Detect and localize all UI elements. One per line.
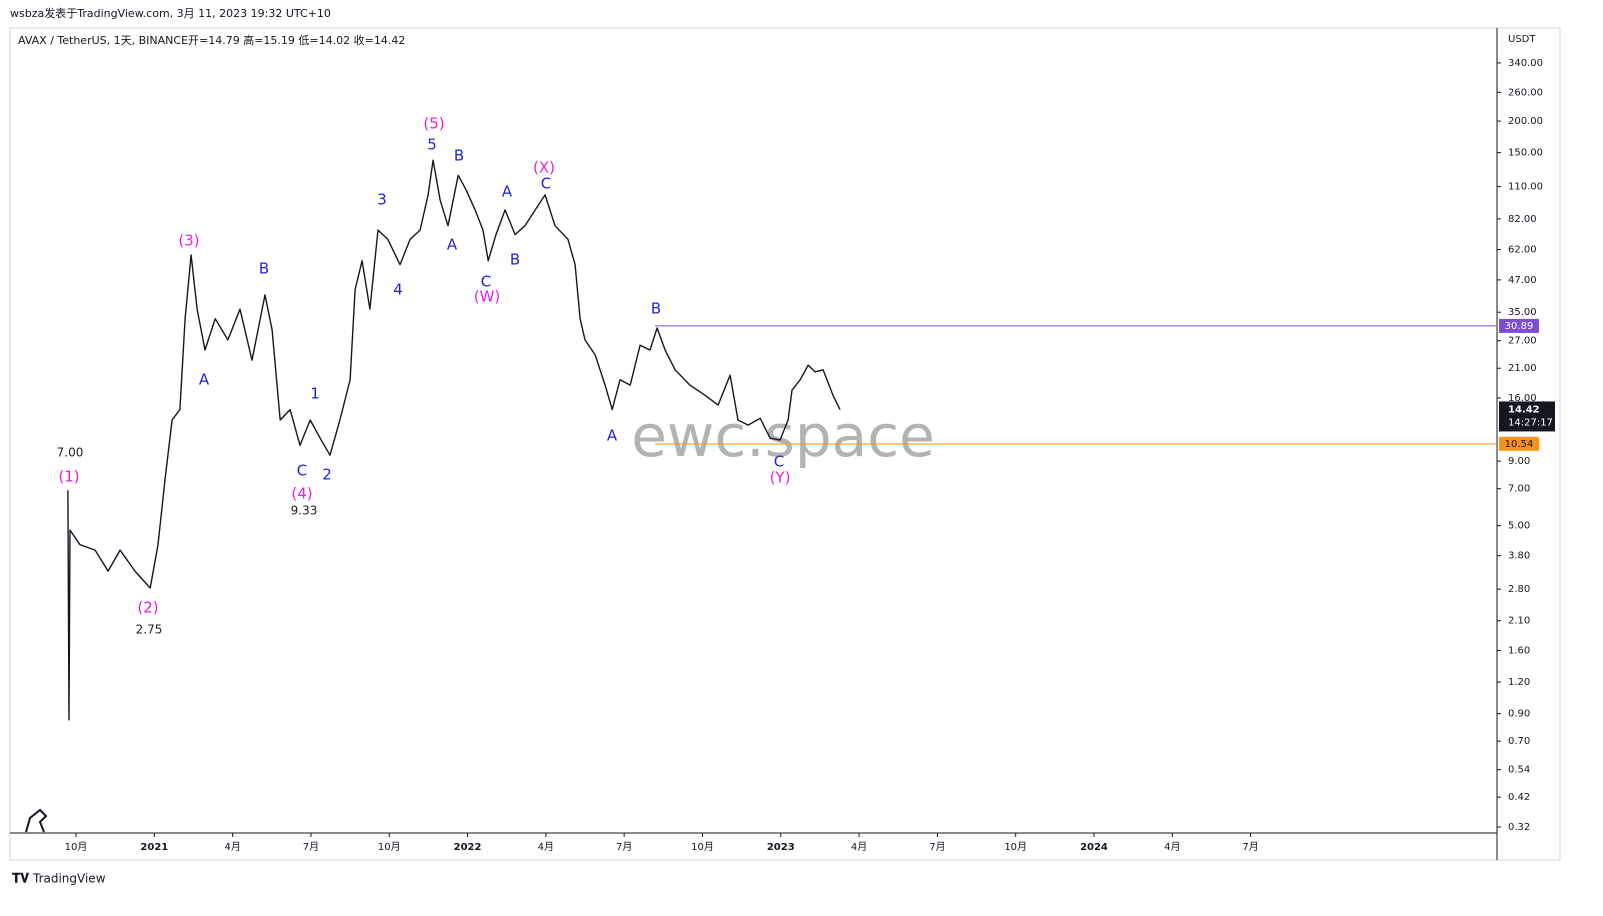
y-tick-label: 200.00 <box>1508 116 1543 127</box>
y-tick-label: 62.00 <box>1508 245 1537 256</box>
level-tag <box>1499 436 1539 451</box>
symbol: AVAX / TetherUS, 1天, BINANCE <box>18 34 188 47</box>
footer-logo: 𝐓𝐕 <box>12 872 29 887</box>
last-price-tag <box>1499 401 1555 432</box>
y-tick-label: 110.00 <box>1508 182 1543 193</box>
y-tick-label: 0.32 <box>1508 822 1530 833</box>
footer: TradingView <box>32 872 106 886</box>
wave-label: (Y) <box>770 469 791 487</box>
level-label: 30.89 <box>1505 321 1534 332</box>
x-tick-label: 4月 <box>851 841 867 853</box>
wave-label: 4 <box>393 281 403 299</box>
x-tick-label: 10月 <box>378 841 401 853</box>
price-line <box>67 159 841 721</box>
y-tick-label: 27.00 <box>1508 336 1537 347</box>
wave-label: A <box>607 427 618 445</box>
y-tick-label: 0.90 <box>1508 709 1530 720</box>
wave-label: C <box>541 175 551 193</box>
y-tick-label: 16.00 <box>1508 393 1537 404</box>
wave-label: B <box>259 260 269 278</box>
header: wsbza发表于TradingView.com, 3月 11, 2023 19:… <box>10 6 331 20</box>
y-tick-label: 7.00 <box>1508 484 1530 495</box>
x-tick-label: 10月 <box>65 841 88 853</box>
frame <box>9 27 1561 861</box>
x-tick-label: 10月 <box>1004 841 1027 853</box>
logo <box>25 808 48 833</box>
wave-label: 7.00 <box>57 446 84 460</box>
y-tick-label: 1.60 <box>1508 646 1530 657</box>
y-tick-label: 340.00 <box>1508 58 1543 69</box>
y-tick-label: 0.42 <box>1508 792 1530 803</box>
last-price: 14.42 <box>1508 404 1540 415</box>
y-tick-label: 0.70 <box>1508 736 1530 747</box>
wave-label: (W) <box>474 288 501 306</box>
wave-label: 2.75 <box>136 623 163 637</box>
wave-label: A <box>502 183 513 201</box>
y-tick-label: 3.80 <box>1508 551 1530 562</box>
wave-label: 3 <box>377 191 387 209</box>
wave-label: A <box>447 236 458 254</box>
wave-label: A <box>199 371 210 389</box>
x-tick-label: 4月 <box>1164 841 1180 853</box>
currency: USDT <box>1508 34 1536 45</box>
x-tick-label: 7月 <box>303 841 319 853</box>
wave-label: B <box>454 147 464 165</box>
wave-label: C <box>297 462 307 480</box>
wave-label: (4) <box>291 485 312 503</box>
countdown: 14:27:17 <box>1508 417 1553 428</box>
x-tick-label: 7月 <box>929 841 945 853</box>
wave-label: (2) <box>137 599 158 617</box>
ohlc: 开=14.79 高=15.19 低=14.02 收=14.42 <box>188 33 405 47</box>
x-tick-label: 2024 <box>1080 842 1108 853</box>
wave-label: B <box>651 300 661 318</box>
x-tick-label: 2021 <box>140 842 168 853</box>
wave-label: (5) <box>423 115 444 133</box>
level-label: 10.54 <box>1505 439 1534 450</box>
x-tick-label: 2022 <box>454 842 482 853</box>
wave-label: 1 <box>310 385 320 403</box>
wave-label: 9.33 <box>291 504 318 518</box>
x-tick-label: 7月 <box>1242 841 1258 853</box>
x-tick-label: 7月 <box>616 841 632 853</box>
wave-label: C <box>481 273 491 291</box>
wave-label: B <box>510 251 520 269</box>
y-tick-label: 5.00 <box>1508 521 1530 532</box>
y-tick-label: 260.00 <box>1508 87 1543 98</box>
x-tick-label: 2023 <box>767 842 795 853</box>
logo-shape <box>25 808 48 833</box>
wave-label: (1) <box>58 468 79 486</box>
y-tick-label: 2.10 <box>1508 616 1530 627</box>
wave-label: 2 <box>322 466 332 484</box>
y-tick-label: 9.00 <box>1508 456 1530 467</box>
y-tick-label: 82.00 <box>1508 214 1537 225</box>
level-tag <box>1499 318 1539 333</box>
y-tick-label: 35.00 <box>1508 307 1537 318</box>
wave-label: (3) <box>178 232 199 250</box>
y-tick-label: 150.00 <box>1508 148 1543 159</box>
x-tick-label: 4月 <box>224 841 240 853</box>
x-tick-label: 10月 <box>691 841 714 853</box>
wave-label: (X) <box>533 159 555 177</box>
y-tick-label: 1.20 <box>1508 677 1530 688</box>
y-tick-label: 0.54 <box>1508 765 1530 776</box>
y-tick-label: 21.00 <box>1508 363 1537 374</box>
y-tick-label: 2.80 <box>1508 584 1530 595</box>
wave-label: 5 <box>427 136 437 154</box>
wave-label: C <box>774 453 784 471</box>
x-tick-label: 4月 <box>538 841 554 853</box>
watermark: ewc.space <box>631 402 935 470</box>
y-tick-label: 47.00 <box>1508 275 1537 286</box>
